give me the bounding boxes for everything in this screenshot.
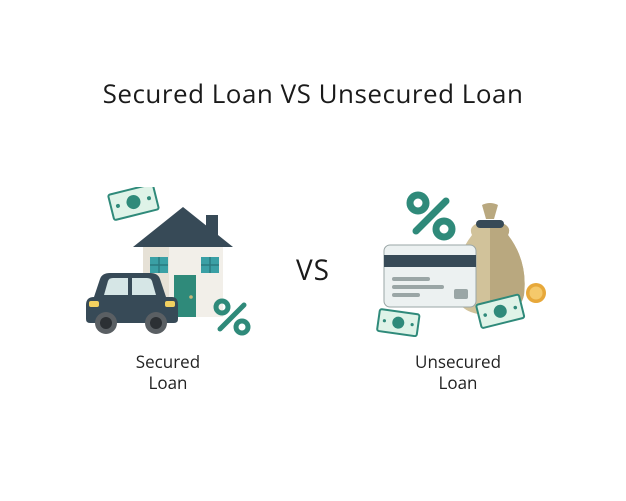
secured-illustration	[78, 187, 258, 337]
unsecured-svg	[368, 187, 548, 337]
unsecured-panel: Unsecured Loan	[338, 187, 578, 394]
content-row: Secured Loan VS	[0, 160, 626, 420]
secured-caption: Secured Loan	[136, 351, 200, 394]
unsecured-caption: Unsecured Loan	[415, 351, 501, 394]
percent-icon	[410, 195, 452, 237]
dollar-bill-icon	[377, 309, 420, 336]
secured-svg	[78, 187, 258, 337]
page-title: Secured Loan VS Unsecured Loan	[0, 75, 626, 111]
credit-card-icon	[384, 245, 476, 307]
vs-label: VS	[296, 251, 330, 289]
unsecured-illustration	[368, 187, 548, 337]
secured-panel: Secured Loan	[48, 187, 288, 394]
dollar-bill-icon	[108, 187, 159, 220]
coin-icon	[526, 283, 546, 303]
